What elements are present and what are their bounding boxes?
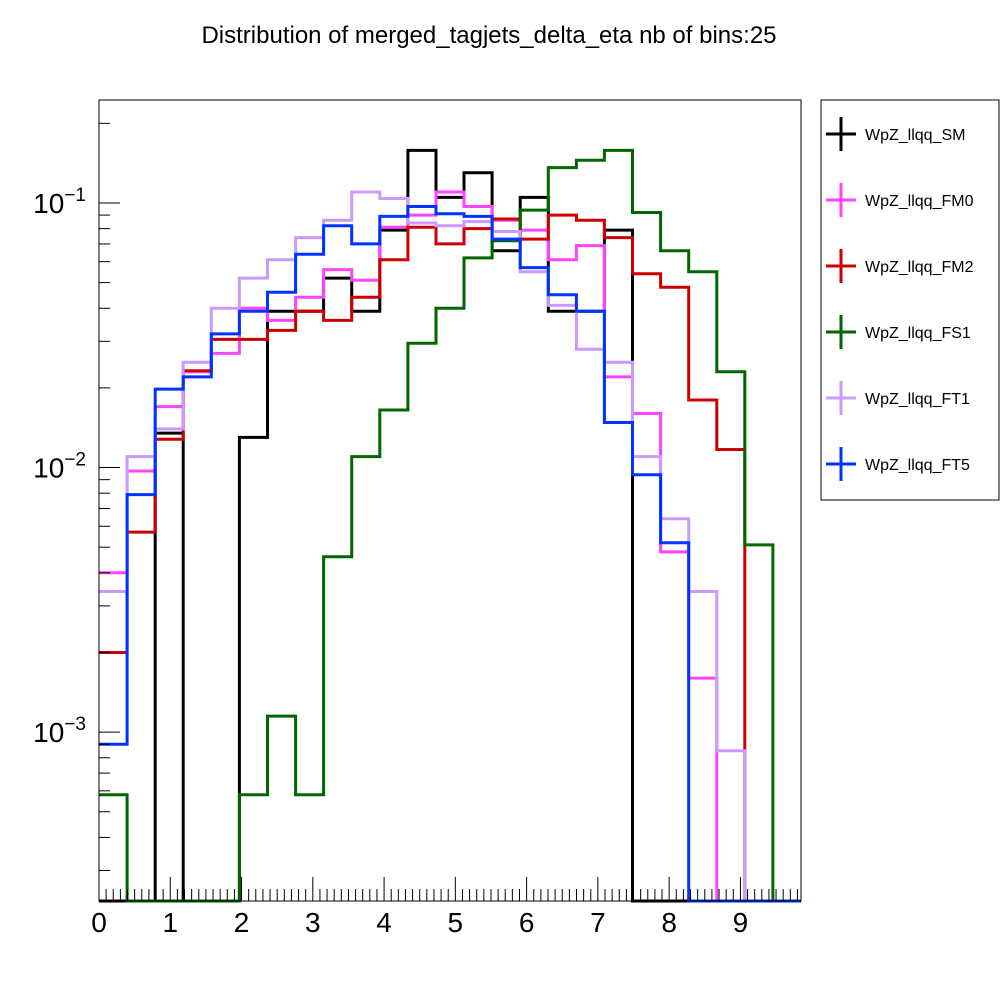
x-tick-label: 8 <box>661 907 677 938</box>
x-tick-label: 2 <box>234 907 250 938</box>
x-tick-label: 6 <box>519 907 535 938</box>
axis-layer: 0 1 2 3 4 5 6 7 8 9 10−1 10−2 10−3 <box>33 122 798 938</box>
series-line-wpz-llqq-ft5 <box>99 205 801 903</box>
y-tick-label: 10−3 <box>33 714 86 748</box>
legend-label-wpz-llqq-sm: WpZ_llqq_SM <box>865 127 965 144</box>
x-tick-label: 7 <box>590 907 606 938</box>
plot-frame <box>98 99 802 902</box>
x-tick-label: 5 <box>448 907 464 938</box>
y-tick-label: 10−2 <box>33 450 86 484</box>
x-tick-label: 1 <box>162 907 178 938</box>
x-tick-label: 3 <box>305 907 321 938</box>
x-tick-label: 0 <box>91 907 107 938</box>
x-tick-label: 9 <box>733 907 749 938</box>
legend-label-wpz-llqq-ft1: WpZ_llqq_FT1 <box>865 391 970 408</box>
y-tick-label: 10−1 <box>33 185 86 219</box>
legend-label-wpz-llqq-fm2: WpZ_llqq_FM2 <box>865 259 974 276</box>
legend-frame <box>820 99 1000 501</box>
chart-title: Distribution of merged_tagjets_delta_eta… <box>201 22 776 49</box>
legend-label-wpz-llqq-fm0: WpZ_llqq_FM0 <box>865 193 974 210</box>
legend: WpZ_llqq_SM WpZ_llqq_FM0 WpZ_llqq_FM2 WpZ_l… <box>820 99 1000 501</box>
legend-label-wpz-llqq-ft5: WpZ_llqq_FT5 <box>865 457 970 474</box>
series-line-wpz-llqq-fs1 <box>99 148 801 903</box>
legend-label-wpz-llqq-fs1: WpZ_llqq_FS1 <box>865 325 971 342</box>
x-tick-label: 4 <box>376 907 392 938</box>
